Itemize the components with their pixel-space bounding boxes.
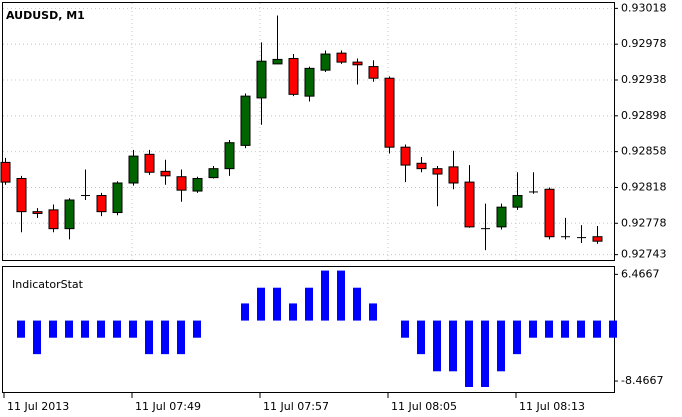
candle-body <box>304 67 315 97</box>
histogram-bar <box>561 320 569 338</box>
histogram-bar <box>481 320 489 387</box>
x-tick-label: 11 Jul 2013 <box>7 400 69 413</box>
histogram-bar <box>193 320 201 338</box>
main-panel <box>2 2 615 261</box>
histogram-bar <box>577 320 585 338</box>
histogram-bar <box>353 287 361 321</box>
candle-body <box>32 211 43 214</box>
candle-body <box>320 53 331 71</box>
histogram-bar <box>433 320 441 372</box>
histogram-bar <box>97 320 105 338</box>
y-tick-label: 0.92898 <box>621 109 667 122</box>
histogram-bar <box>401 320 409 338</box>
y-tick-label: 6.4667 <box>621 267 660 280</box>
candle-body <box>96 195 107 213</box>
histogram-bar <box>241 303 249 321</box>
histogram-bar <box>449 320 457 372</box>
indicator-title: IndicatorStat <box>12 278 84 291</box>
x-tick-label: 11 Jul 07:49 <box>135 400 201 413</box>
candle-body <box>592 236 603 242</box>
histogram-bar <box>465 320 473 387</box>
x-tick-label: 11 Jul 08:05 <box>391 400 457 413</box>
candle-body <box>368 66 379 79</box>
candle-body <box>288 58 299 95</box>
candle-body <box>0 161 11 183</box>
candle-body <box>112 182 123 214</box>
histogram-bar <box>177 320 185 355</box>
histogram-bar <box>305 287 313 321</box>
candle-body <box>64 199 75 230</box>
chart-title: AUDUSD, M1 <box>6 9 85 22</box>
candle-body <box>512 195 523 208</box>
candle-body <box>224 142 235 170</box>
candle-body <box>432 168 443 175</box>
candle-body <box>352 61 363 66</box>
indicator-panel <box>2 266 615 393</box>
y-tick-label: 0.92858 <box>621 145 667 158</box>
candle-body <box>48 209 59 230</box>
candle-body <box>128 155 139 184</box>
histogram-bar <box>609 320 617 338</box>
candle-body <box>496 206 507 228</box>
histogram-bar <box>273 287 281 321</box>
histogram-bar <box>33 320 41 355</box>
candle-body <box>176 176 187 191</box>
candle-body <box>16 178 27 213</box>
y-tick-label: 0.92818 <box>621 180 667 193</box>
y-tick-label: -8.4667 <box>621 374 663 387</box>
histogram-bar <box>17 320 25 338</box>
histogram-bar <box>161 320 169 355</box>
candle-body <box>400 146 411 166</box>
indicator-plot <box>17 270 617 387</box>
y-tick-label: 0.92978 <box>621 37 667 50</box>
histogram-bar <box>289 303 297 321</box>
histogram-bar <box>529 320 537 338</box>
candle-body <box>272 58 283 65</box>
candle-body <box>416 162 427 170</box>
histogram-bar <box>129 320 137 338</box>
y-tick-label: 0.93018 <box>621 1 667 14</box>
candle-body <box>544 188 555 238</box>
main-plot <box>0 3 614 260</box>
histogram-bar <box>145 320 153 355</box>
histogram-bar <box>593 320 601 338</box>
candle-body <box>448 166 459 184</box>
candle-body <box>144 153 155 173</box>
histogram-bar <box>113 320 121 338</box>
histogram-bar <box>369 303 377 321</box>
histogram-bar <box>545 320 553 338</box>
x-tick-label: 11 Jul 07:57 <box>263 400 329 413</box>
histogram-bar <box>49 320 57 338</box>
histogram-bar <box>321 270 329 321</box>
y-tick-label: 0.92938 <box>621 73 667 86</box>
histogram-bar <box>257 287 265 321</box>
candle-body <box>464 181 475 228</box>
histogram-bar <box>497 320 505 372</box>
histogram-bar <box>417 320 425 355</box>
histogram-bar <box>513 320 521 355</box>
histogram-bar <box>337 270 345 321</box>
candle-body <box>336 52 347 63</box>
candle-body <box>208 168 219 179</box>
candle-body <box>240 95 251 146</box>
x-tick-label: 11 Jul 08:13 <box>519 400 585 413</box>
candle-body <box>384 77 395 148</box>
candle-body <box>192 178 203 192</box>
candle-body <box>160 170 171 177</box>
y-tick-label: 0.92743 <box>621 248 667 261</box>
histogram-bar <box>65 320 73 338</box>
candle-body <box>256 60 267 99</box>
y-tick-label: 0.92778 <box>621 216 667 229</box>
histogram-bar <box>81 320 89 338</box>
